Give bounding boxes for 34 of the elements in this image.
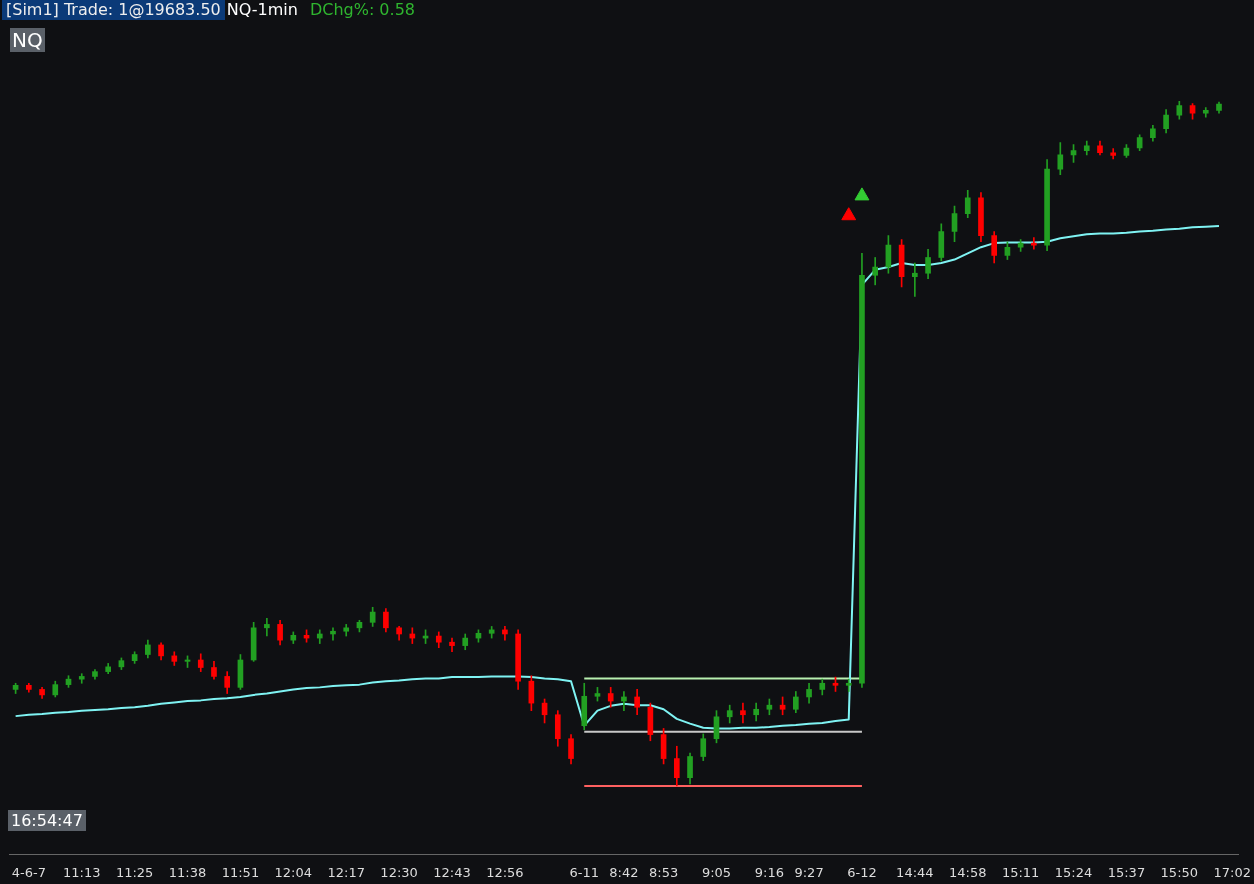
x-tick-label: 4-6-7: [11, 864, 46, 880]
x-tick-label: 12:17: [327, 864, 365, 880]
x-tick-label: 15:11: [1001, 864, 1040, 880]
text: NQ: [10, 28, 45, 52]
candlestick: [845, 678, 852, 692]
x-tick-label: 12:43: [433, 864, 471, 880]
x-tick-label: 11:13: [63, 864, 101, 880]
candlestick: [78, 673, 85, 684]
text: DChg%: 0.58: [309, 0, 415, 20]
x-tick-label: 9:05: [701, 864, 732, 880]
x-tick-label: 8:53: [648, 864, 679, 880]
x-tick-label: 9:27: [794, 864, 824, 880]
x-tick-label: 12:56: [486, 864, 524, 880]
x-tick-label: 11:51: [221, 864, 260, 880]
x-tick-label: 8:42: [609, 864, 639, 880]
x-tick-label: 15:24: [1054, 864, 1093, 880]
candlestick: [912, 262, 918, 297]
candlestick: [264, 617, 270, 637]
x-tick-label: 14:44: [896, 864, 934, 880]
chart-title: [Sim1] Trade: 1@19683.50: [2, 0, 225, 20]
x-tick-label: 11:38: [168, 864, 207, 880]
x-tick-label: 6-12: [847, 864, 877, 880]
x-tick-label: 9:16: [754, 864, 784, 880]
x-tick-label: 12:30: [380, 864, 418, 880]
x-tick-label: 15:50: [1160, 864, 1199, 880]
chart-subtitle: NQ-1min: [225, 0, 299, 20]
x-tick-label: 6-11: [569, 864, 599, 880]
x-tick-label: 15:37: [1107, 864, 1146, 880]
text: 16:54:47: [8, 810, 86, 831]
x-tick-label: 12:04: [274, 864, 313, 880]
x-tick-label: 14:58: [949, 864, 987, 880]
x-tick-label: 17:02: [1213, 864, 1251, 880]
candlestick: [330, 627, 336, 641]
x-tick-label: 11:25: [115, 864, 154, 880]
